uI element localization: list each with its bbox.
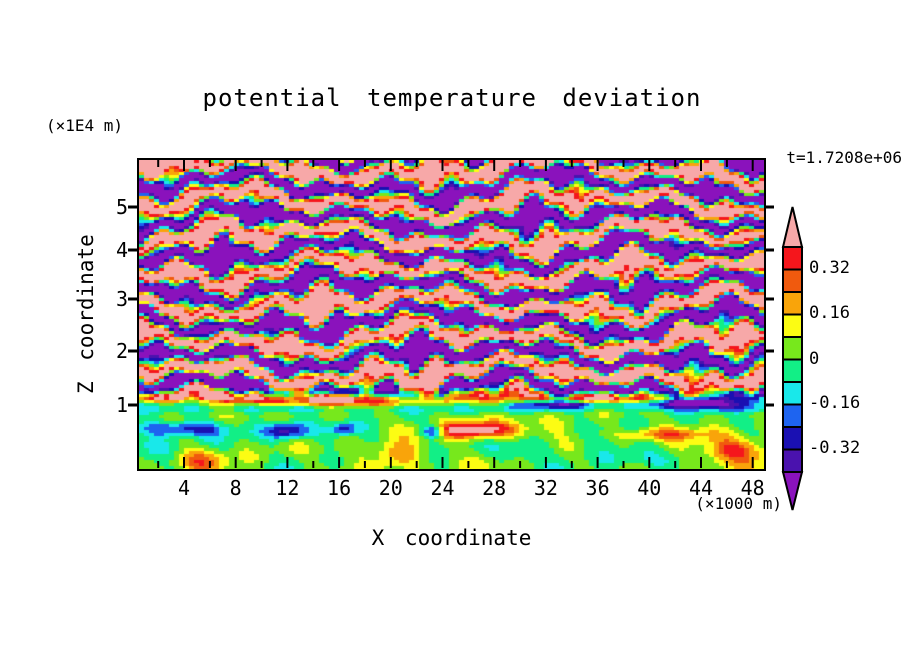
colorbar-segment: [782, 336, 803, 361]
colorbar-value: -0.16: [809, 393, 861, 413]
colorbar-segment: [782, 403, 803, 428]
x-tick-label: 24: [430, 476, 455, 500]
x-tick-label: 44: [688, 476, 714, 500]
contour-field: [139, 160, 764, 469]
colorbar-segment: [782, 358, 803, 383]
x-tick-label: 16: [327, 476, 352, 500]
y-tick-label: 5: [115, 195, 128, 219]
y-axis-label: Z coordinate: [74, 234, 98, 394]
time-label: t=1.7208e+06: [786, 148, 902, 167]
x-tick-label: 4: [177, 476, 191, 500]
x-tick-label: 8: [229, 476, 242, 500]
colorbar-value: 0.32: [809, 258, 850, 278]
colorbar-segment: [782, 246, 803, 271]
x-tick-label: 32: [533, 476, 558, 500]
colorbar-value: -0.32: [809, 438, 861, 458]
x-tick-label: 40: [637, 476, 662, 500]
colorbar-segment: [782, 313, 803, 338]
y-tick-label: 3: [115, 287, 128, 311]
colorbar-segment: [782, 426, 803, 451]
colorbar-value: 0: [809, 349, 820, 369]
colorbar-value: 0.16: [809, 303, 850, 323]
x-tick-label: 12: [275, 476, 300, 500]
y-tick-label: 4: [115, 238, 128, 262]
x-tick-label: 20: [378, 476, 403, 500]
colorbar-segment: [782, 448, 803, 473]
x-axis-unit: (×1000 m): [695, 494, 782, 513]
x-axis-label: X coordinate: [371, 526, 532, 550]
x-tick-label: 28: [482, 476, 507, 500]
colorbar-segment: [782, 268, 803, 293]
colorbar-segment: [782, 291, 803, 316]
y-tick-label: 1: [115, 393, 128, 417]
x-tick-label: 36: [585, 476, 610, 500]
plot-title: potential temperature deviation: [202, 84, 702, 112]
plot-area: [137, 158, 766, 471]
colorbar-arrow-top: [781, 206, 804, 248]
colorbar-arrow-bottom: [781, 471, 804, 511]
colorbar-segment: [782, 381, 803, 406]
x-tick-label: 48: [740, 476, 765, 500]
y-tick-label: 2: [115, 339, 128, 363]
y-axis-unit: (×1E4 m): [46, 116, 124, 135]
